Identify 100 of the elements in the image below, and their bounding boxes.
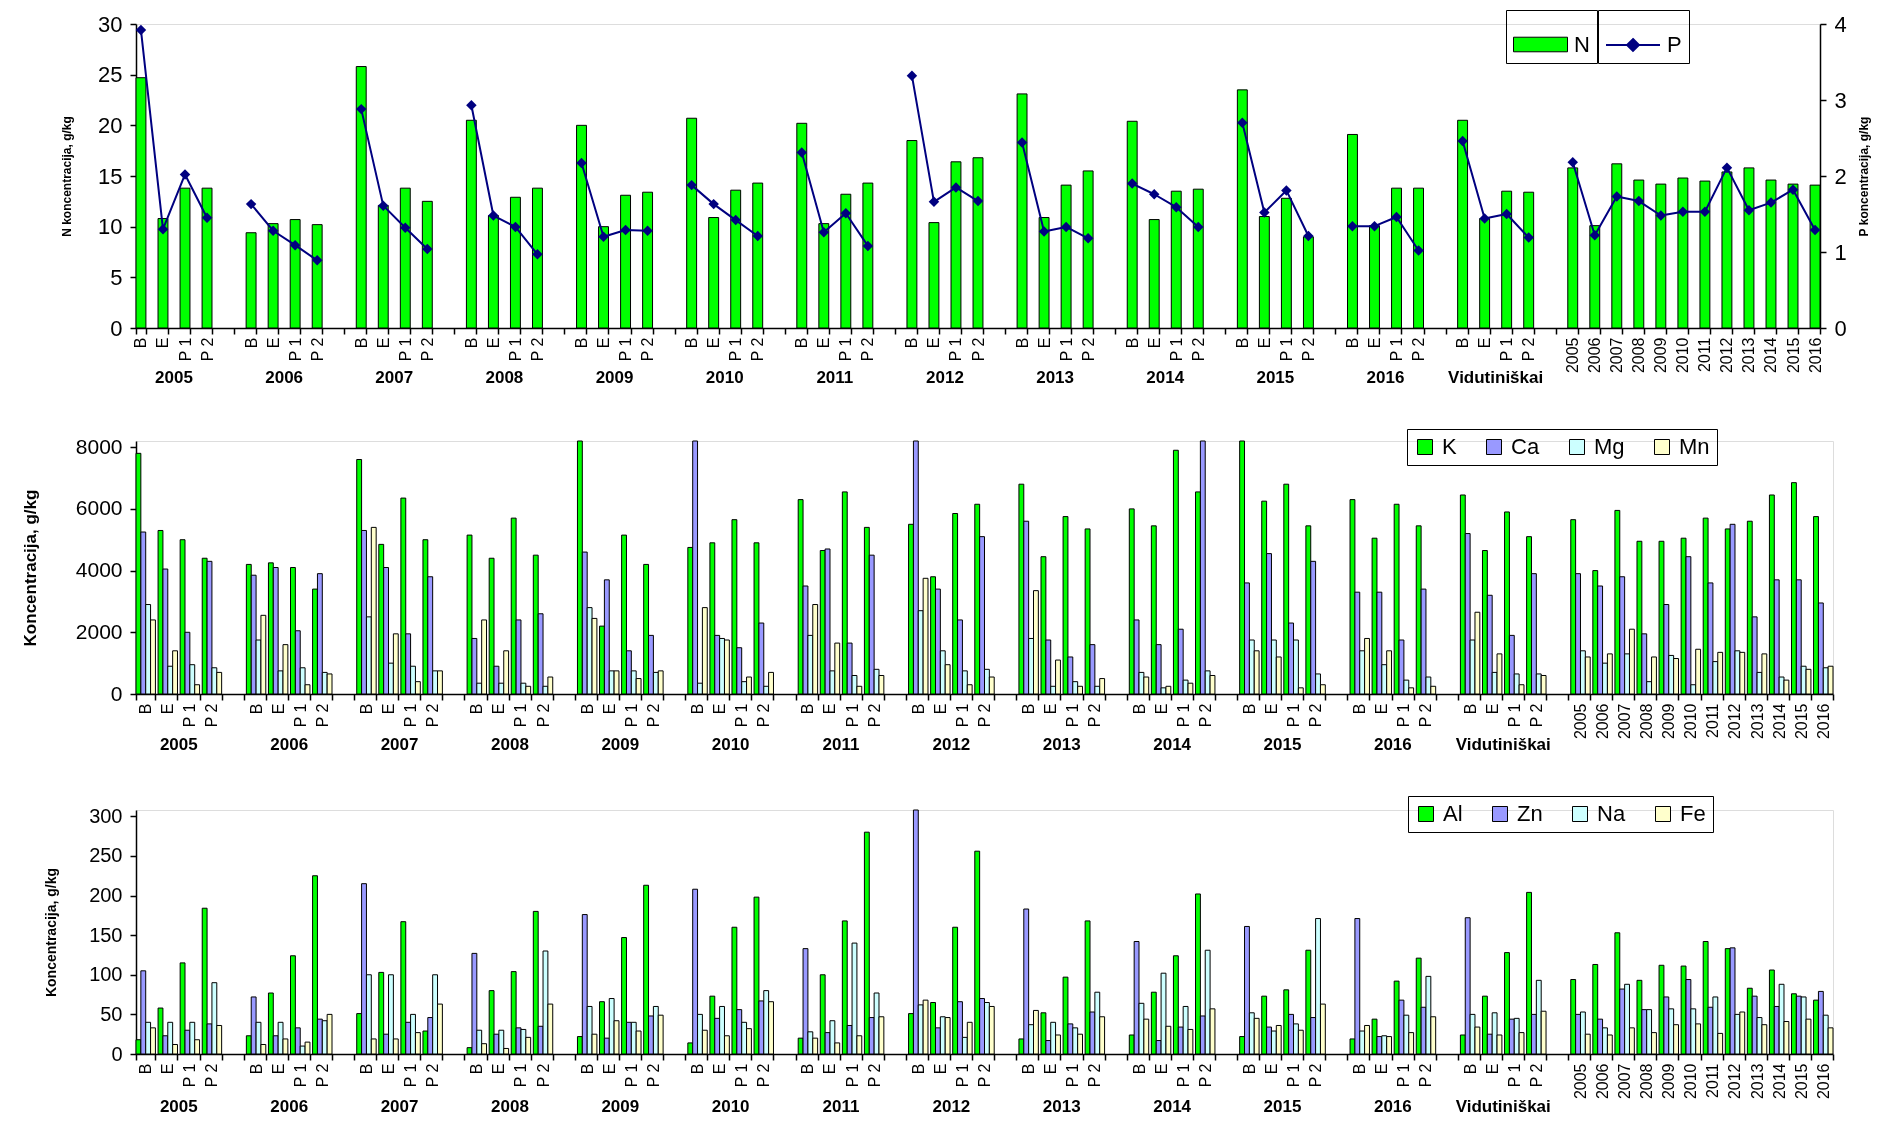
y2-tick-label: 2	[1834, 163, 1847, 189]
x-tick-label: 2008	[1638, 703, 1656, 740]
x-tick-label: P 2	[969, 337, 987, 362]
text: 2009	[601, 735, 640, 754]
x-tick-label: P 1	[181, 703, 199, 728]
y-axis-title: Koncentracija, g/kg	[43, 867, 60, 998]
y-tick-label: 0	[110, 681, 123, 705]
x-tick-label: P 1	[1057, 337, 1075, 362]
x-tick-label: B	[1020, 703, 1038, 715]
x-tick-label: P 1	[1285, 1063, 1303, 1088]
x-tick-label: B	[357, 703, 375, 715]
bar	[542, 950, 549, 1055]
x-tick-label: 2016	[1806, 337, 1824, 374]
text: 2006	[270, 735, 309, 754]
x-tick-label: 2008	[1638, 1063, 1656, 1100]
x-tick-label: B	[1461, 1063, 1479, 1075]
x-tick-label: E	[1035, 337, 1053, 349]
x-tick-label: P 2	[418, 337, 436, 362]
x-tick-label: P 2	[1527, 1063, 1545, 1088]
legend-label: Na	[1597, 801, 1626, 826]
text: 2010	[711, 735, 750, 754]
y2-tick-label: 4	[1834, 11, 1847, 37]
bar	[1160, 972, 1167, 1055]
x-tick-label: B	[247, 703, 265, 715]
x-tick-label: B	[799, 1063, 817, 1075]
text: Vidutiniškai	[1455, 735, 1551, 754]
text: 2008	[485, 368, 524, 387]
text: 2005	[155, 368, 193, 387]
x-tick-label: E	[264, 337, 282, 349]
x-tick-label: E	[1152, 703, 1170, 715]
x-tick-label: 2005	[1571, 1063, 1589, 1100]
x-tick-label: P 1	[1505, 703, 1523, 728]
x-tick-label: E	[1483, 703, 1501, 715]
legend-label: P	[1667, 32, 1682, 57]
text: 2008	[491, 735, 529, 754]
y-tick-label: 10	[98, 214, 123, 240]
x-tick-label: 2005	[1564, 337, 1582, 374]
x-tick-label: 2009	[1660, 703, 1678, 740]
x-tick-label: B	[1020, 1063, 1038, 1075]
text: 2016	[1366, 368, 1405, 387]
bar	[873, 992, 880, 1055]
x-tick-label: B	[1454, 337, 1472, 349]
x-tick-label: 2012	[1718, 337, 1736, 374]
x-tick-label: 2013	[1740, 337, 1758, 374]
x-tick-label: 2006	[1594, 1063, 1612, 1100]
x-tick-label: P 1	[396, 337, 414, 362]
x-tick-label: P 2	[1086, 703, 1104, 728]
x-tick-label: P 2	[755, 703, 773, 728]
x-tick-label: 2009	[1660, 1063, 1678, 1100]
x-tick-label: 2007	[1608, 337, 1626, 374]
x-tick-label: P 1	[733, 703, 751, 728]
text: 2013	[1042, 735, 1081, 754]
x-tick-label: P 1	[1174, 1063, 1192, 1088]
x-tick-label: E	[931, 1063, 949, 1075]
x-tick-label: P 2	[1307, 703, 1325, 728]
bar	[824, 548, 831, 695]
y2-axis-title: P koncentracija, g/kg	[1856, 116, 1871, 237]
x-tick-label: P 2	[1196, 1063, 1214, 1088]
x-tick-label: P 2	[203, 1063, 221, 1088]
x-tick-label: B	[1343, 337, 1361, 349]
x-tick-label: E	[600, 1063, 618, 1075]
x-tick-label: E	[1262, 703, 1280, 715]
x-tick-label: E	[1373, 703, 1391, 715]
x-tick-label: E	[159, 703, 177, 715]
text: 2012	[932, 735, 971, 754]
x-tick-label: P 2	[749, 337, 767, 362]
y-tick-label: 4000	[75, 558, 123, 582]
x-tick-label: E	[821, 1063, 839, 1075]
x-tick-label: P 1	[837, 337, 855, 362]
x-tick-label: B	[462, 337, 480, 349]
y-tick-label: 300	[89, 804, 123, 827]
y-axis-title: Koncentracija, g/kg	[20, 489, 40, 647]
text: 2009	[601, 1097, 640, 1116]
x-tick-label: B	[578, 1063, 596, 1075]
text: 2006	[265, 368, 304, 387]
x-tick-label: 2008	[1630, 337, 1648, 374]
x-tick-label: B	[1240, 1063, 1258, 1075]
x-tick-label: P 1	[1064, 1063, 1082, 1088]
text: 2014	[1153, 735, 1192, 754]
y2-tick-label: 3	[1834, 87, 1847, 113]
x-tick-label: 2005	[1571, 703, 1589, 740]
x-tick-label: P 2	[1307, 1063, 1325, 1088]
x-tick-label: P 1	[843, 1063, 861, 1088]
x-tick-label: P 2	[1527, 703, 1545, 728]
x-tick-label: 2010	[1682, 703, 1700, 740]
x-tick-label: P 1	[1174, 703, 1192, 728]
x-tick-label: B	[137, 703, 155, 715]
text: 2007	[380, 1097, 419, 1116]
x-tick-label: E	[1042, 1063, 1060, 1075]
x-tick-label: P 1	[506, 337, 524, 362]
x-tick-label: E	[374, 337, 392, 349]
x-tick-label: 2015	[1784, 337, 1802, 374]
x-tick-label: P 2	[1520, 337, 1538, 362]
x-tick-label: P 1	[953, 703, 971, 728]
x-tick-label: P 2	[644, 703, 662, 728]
x-tick-label: E	[1483, 1063, 1501, 1075]
x-tick-label: P 2	[313, 703, 331, 728]
x-tick-label: 2013	[1748, 703, 1766, 740]
bar	[802, 948, 809, 1055]
x-tick-label: P 1	[291, 703, 309, 728]
